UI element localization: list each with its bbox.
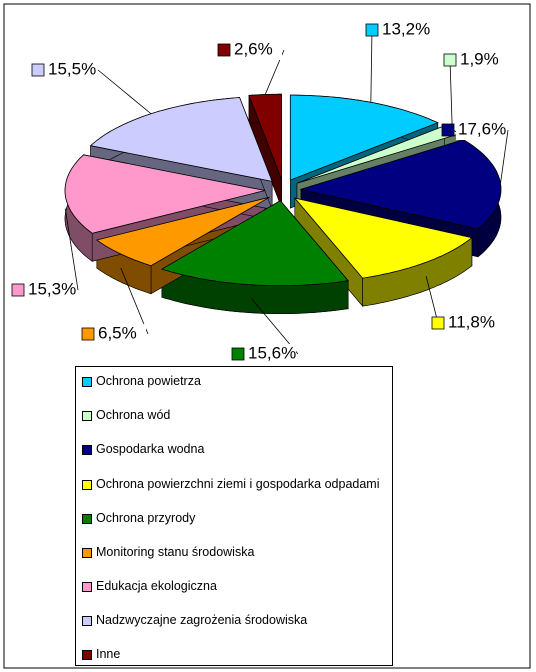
label-bg — [246, 344, 296, 364]
legend-label: Ochrona powierzchni ziemi i gospodarka o… — [96, 477, 380, 491]
slice — [89, 97, 273, 182]
legend-swatch — [82, 514, 92, 524]
legend-item: Nadzwyczajne zagrożenia środowiska — [82, 613, 382, 627]
label-bg — [26, 280, 76, 300]
data-label: 6,5% — [98, 323, 137, 342]
legend-label: Inne — [96, 647, 121, 661]
legend-item: Gospodarka wodna — [82, 442, 382, 456]
legend-item: Monitoring stanu środowiska — [82, 545, 382, 559]
data-label: 11,8% — [448, 312, 495, 331]
slice — [160, 200, 349, 287]
slice — [64, 154, 266, 234]
legend-label: Gospodarka wodna — [96, 442, 205, 456]
slice — [299, 139, 502, 230]
legend-swatch — [82, 377, 92, 387]
legend-item: Ochrona przyrody — [82, 511, 382, 525]
legend-label: Edukacja ekologiczna — [96, 579, 217, 593]
frame — [3, 3, 531, 669]
slice — [293, 197, 473, 279]
label-swatch — [81, 327, 95, 341]
label-bg — [456, 120, 506, 140]
legend-item: Inne — [82, 647, 382, 661]
label-swatch — [431, 316, 445, 330]
data-label: 15,5% — [48, 59, 96, 78]
label-swatch — [443, 53, 457, 67]
leader-line — [64, 208, 79, 291]
leader-line — [425, 276, 439, 324]
label-swatch — [11, 283, 25, 297]
slice — [95, 196, 270, 267]
legend: Ochrona powietrza Ochrona wód Gospodarka w… — [75, 366, 393, 666]
data-label: 2,6% — [234, 39, 273, 58]
legend-label: Ochrona powietrza — [96, 374, 201, 388]
legend-label: Nadzwyczajne zagrożenia środowiska — [96, 613, 308, 627]
legend-swatch — [82, 411, 92, 421]
legend-swatch — [82, 548, 92, 558]
data-label: 13,2% — [382, 19, 430, 38]
label-bg — [446, 313, 496, 333]
leader-line — [97, 69, 152, 115]
legend-item: Ochrona powietrza — [82, 374, 382, 388]
label-bg — [458, 50, 508, 70]
legend-swatch — [82, 616, 92, 626]
legend-label: Ochrona przyrody — [96, 511, 196, 525]
label-swatch — [365, 23, 379, 37]
legend-label: Monitoring stanu środowiska — [96, 545, 255, 559]
leader-line — [120, 267, 149, 335]
data-label: 1,9% — [460, 49, 499, 68]
label-bg — [46, 60, 96, 80]
legend-label: Ochrona wód — [96, 408, 171, 422]
legend-item: Edukacja ekologiczna — [82, 579, 382, 593]
leader-line — [449, 59, 453, 130]
leader-line — [370, 29, 373, 103]
legend-item: Ochrona powierzchni ziemi i gospodarka o… — [82, 477, 382, 491]
label-swatch — [441, 123, 455, 137]
legend-swatch — [82, 445, 92, 455]
legend-swatch — [82, 582, 92, 592]
label-swatch — [31, 63, 45, 77]
leader-line — [500, 129, 509, 184]
label-bg — [232, 40, 282, 60]
data-label: 15,6% — [248, 343, 296, 362]
label-bg — [96, 324, 146, 344]
data-label: 17,6% — [458, 119, 506, 138]
legend-swatch — [82, 480, 92, 490]
label-swatch — [231, 347, 245, 361]
legend-item: Ochrona wód — [82, 408, 382, 422]
legend-swatch — [82, 650, 92, 660]
label-bg — [380, 20, 430, 40]
label-swatch — [217, 43, 231, 57]
data-label: 15,3% — [28, 279, 76, 298]
